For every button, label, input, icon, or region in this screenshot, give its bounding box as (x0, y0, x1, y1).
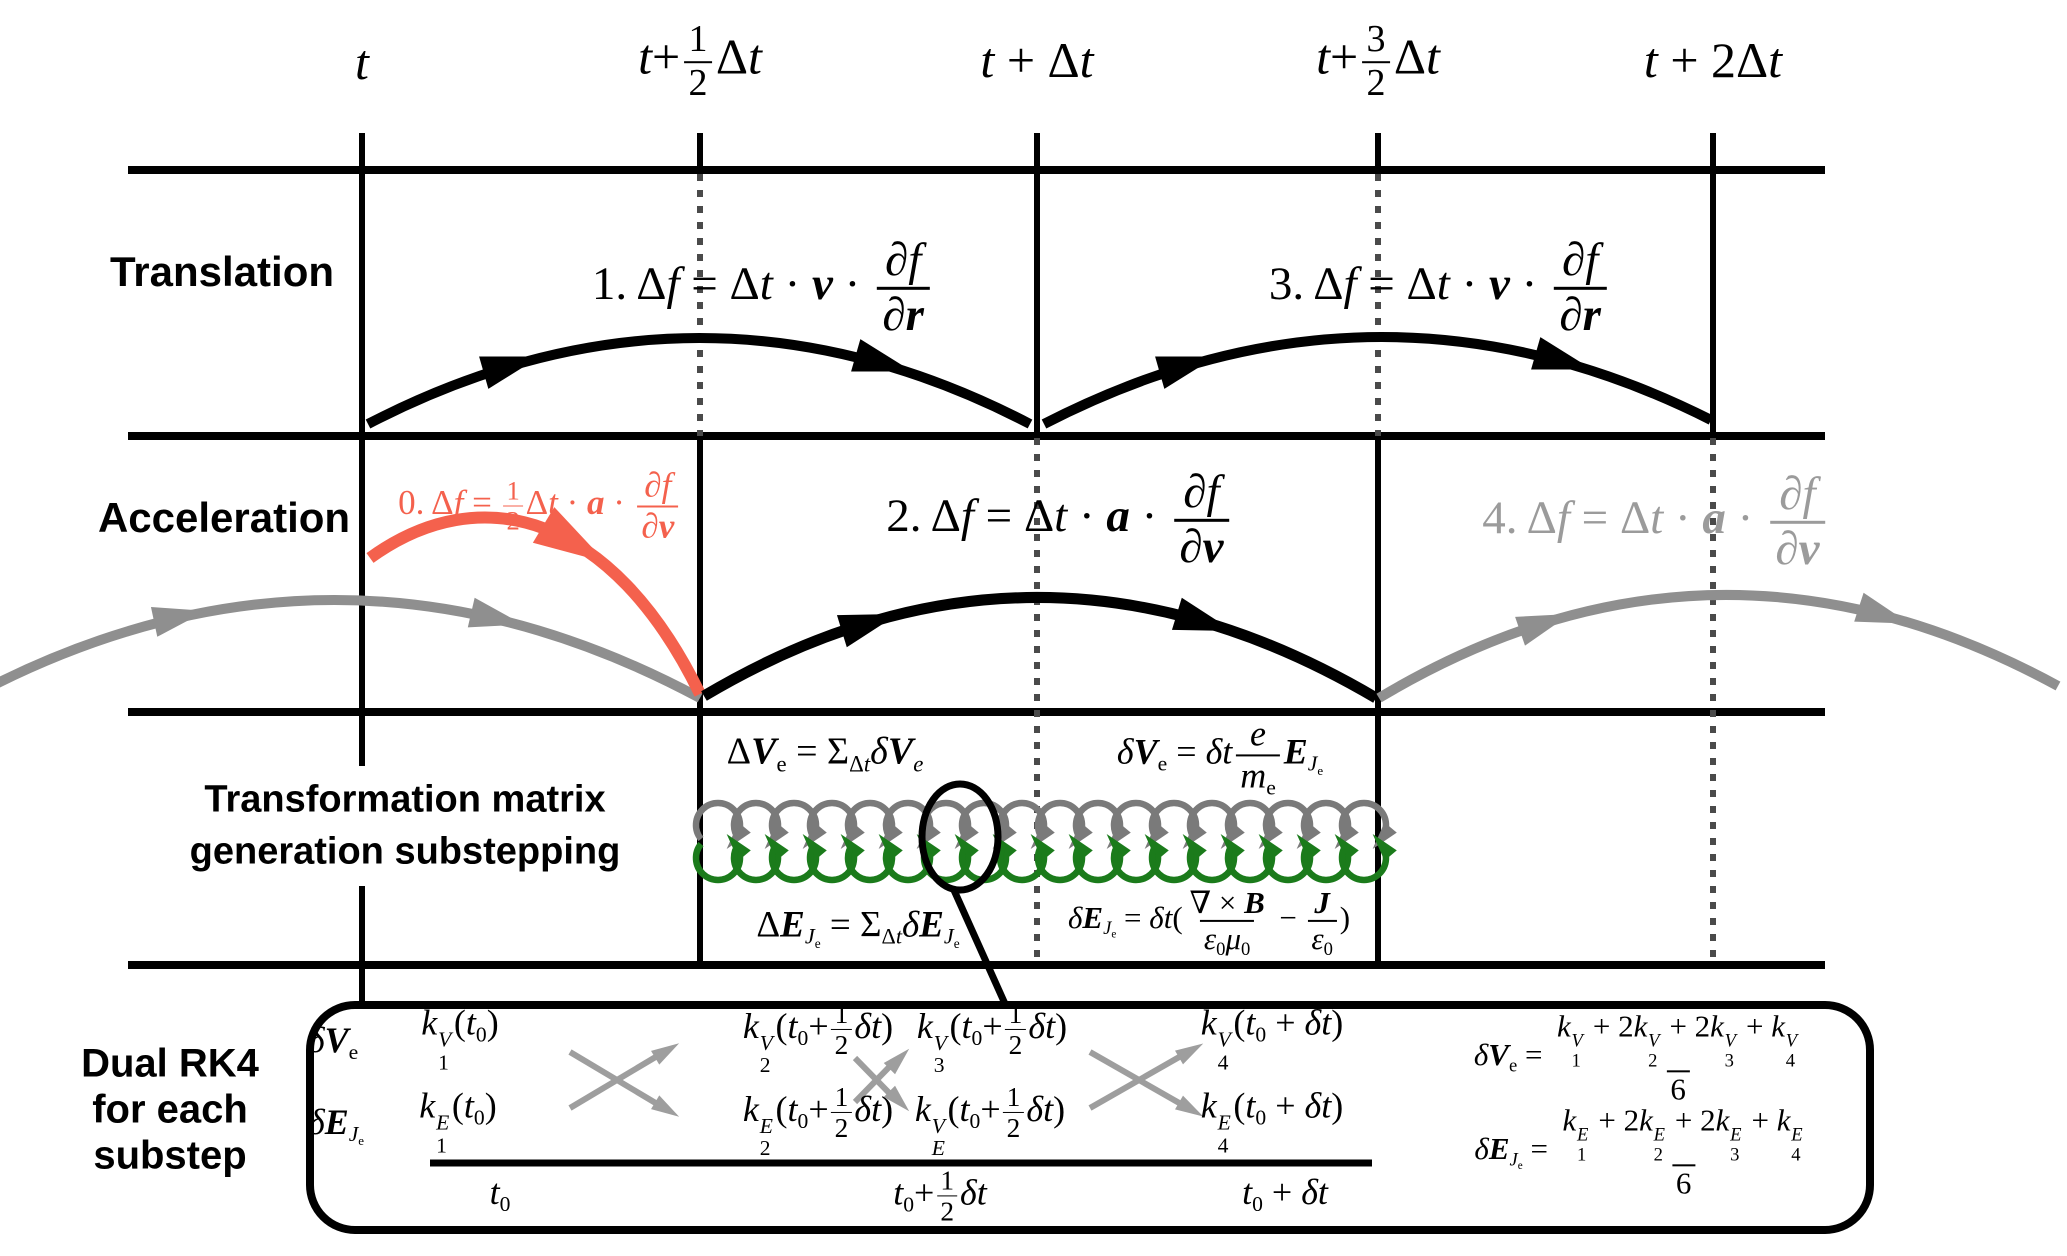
rk4-cell-k1e: k E 1 (t0) (419, 1085, 497, 1157)
formula-translation-step3: 3. Δf = Δt · v · ∂f ∂r (1269, 234, 1611, 341)
rk4-row-label-delta-e: δEJe (307, 1101, 365, 1149)
formula-acceleration-step0: 0. Δf = 1 2 Δt · a · ∂f ∂v (398, 466, 682, 546)
grid-horizontal-lines (128, 166, 1825, 969)
substep-coil-green (692, 834, 1397, 884)
rk4-row-label-delta-v: δVe (307, 1019, 359, 1064)
row-label-substepping-line1: Transformation matrix (204, 778, 606, 821)
formula-substep-delta-v: δVe = δt e me EJe (1116, 713, 1324, 800)
grid-vertical-lines (359, 133, 1716, 1006)
time-label-t-2dt: t + 2Δt (1643, 32, 1783, 88)
rk4-label-line3: substep (93, 1133, 247, 1178)
formula-sum-delta-v: ΔVe = ΣΔtδVe (726, 730, 924, 777)
rk4-box (306, 1001, 1874, 1234)
rk4-axis-label-t0: t0 (489, 1171, 511, 1216)
rk4-axis-label-t0-half: t0+ 1 2 δt (893, 1165, 987, 1227)
magnifier-ellipse (918, 780, 1010, 1008)
rk4-cell-kev: k V E (t0+ 1 2 δt) (914, 1081, 1066, 1161)
row-label-translation: Translation (109, 248, 335, 295)
rk4-cell-k2v: k V 2 (t0+ 1 2 δt) (742, 998, 894, 1078)
translation-arcs (365, 332, 1714, 429)
formula-acceleration-step4: 4. Δf = Δt · a · ∂f ∂v (1482, 468, 1830, 575)
acceleration-arc-main-black (701, 592, 1379, 703)
time-label-t-half-dt: t+ 1 2 Δt (638, 18, 762, 104)
rk4-cell-k2e: k E 2 (t0+ 1 2 δt) (742, 1081, 894, 1161)
time-label-t-3half-dt: t+ 3 2 Δt (1316, 18, 1440, 104)
time-label-t-dt: t + Δt (980, 32, 1094, 88)
rk4-cell-k3v: k V 3 (t0+ 1 2 δt) (916, 998, 1068, 1078)
formula-sum-delta-e: ΔEJe = ΣΔtδEJe (756, 904, 960, 952)
rk4-label-line1: Dual RK4 (81, 1041, 259, 1086)
formula-acceleration-step2: 2. Δf = Δt · a · ∂f ∂v (886, 466, 1234, 573)
row-label-acceleration: Acceleration (97, 494, 351, 541)
time-label-t: t (355, 34, 369, 90)
rk4-cell-k4e: k E 4 (t0 + δt) (1200, 1085, 1344, 1157)
rk4-label-line2: for each (92, 1087, 248, 1132)
rk4-cell-k1v: k V 1 (t0) (421, 1002, 499, 1074)
row-label-substepping-line2: generation substepping (189, 830, 621, 873)
acceleration-arc-initial-red (366, 507, 706, 697)
acceleration-arc-previous-gray (0, 595, 703, 703)
formula-translation-step1: 1. Δf = Δt · v · ∂f ∂r (592, 234, 934, 341)
rk4-cell-k4v: k V 4 (t0 + δt) (1200, 1002, 1344, 1074)
acceleration-arc-next-gray (1376, 590, 2061, 703)
rk4-cross-arrows (568, 1043, 1204, 1117)
rk4-axis-label-t0-dt: t0 + δt (1242, 1171, 1328, 1216)
